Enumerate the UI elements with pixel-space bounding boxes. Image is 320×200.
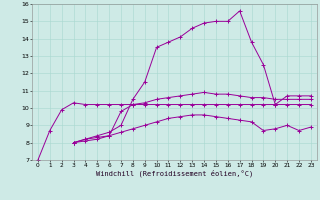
X-axis label: Windchill (Refroidissement éolien,°C): Windchill (Refroidissement éolien,°C) [96,170,253,177]
